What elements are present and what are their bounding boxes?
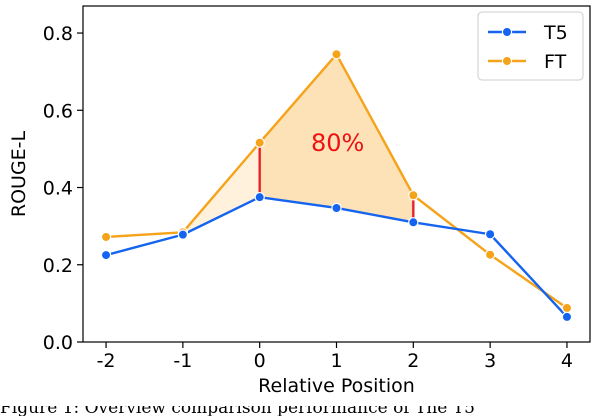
data-point-core-ft <box>257 140 263 146</box>
data-point-t5 <box>100 249 112 261</box>
annotation-label: 80% <box>311 129 364 157</box>
data-point-core-t5 <box>257 194 263 200</box>
shaded-area-layer <box>182 54 414 235</box>
data-point-t5 <box>331 202 342 214</box>
y-tick-label: 0.0 <box>43 332 73 354</box>
y-axis: 0.0 0.2 0.4 0.6 0.8 <box>43 23 83 354</box>
data-point-t5 <box>484 229 496 240</box>
x-axis-title: Relative Position <box>258 375 415 397</box>
data-point-core-t5 <box>487 231 493 237</box>
y-tick-label: 0.4 <box>43 178 73 200</box>
figure-caption: Figure 1: Overview comparison performanc… <box>0 406 475 416</box>
data-point-t5 <box>408 217 419 228</box>
data-point-core-ft <box>410 192 416 198</box>
legend-label-ft: FT <box>544 51 567 73</box>
data-point-t5 <box>254 191 265 203</box>
y-tick-label: 0.2 <box>43 255 73 277</box>
data-point-ft <box>484 249 496 260</box>
y-axis-title: ROUGE-L <box>8 130 30 217</box>
data-point-core-t5 <box>564 314 570 320</box>
x-tick-label: 0 <box>254 350 266 372</box>
data-point-ft <box>100 231 112 243</box>
data-point-t5 <box>177 229 189 240</box>
x-tick-label: -1 <box>173 350 192 372</box>
legend-marker-ft <box>501 55 513 67</box>
series-line-t5 <box>105 195 568 318</box>
caption-strip: Figure 1: Overview comparison performanc… <box>0 406 602 416</box>
legend: T5 FT <box>477 11 584 81</box>
data-point-core-ft <box>103 234 109 240</box>
x-tick-label: 2 <box>407 350 419 372</box>
x-tick-label: 3 <box>484 350 496 372</box>
data-point-t5 <box>561 311 573 323</box>
data-point-ft <box>254 137 265 148</box>
shaded-gain-region <box>259 54 414 223</box>
data-point-core-t5 <box>410 219 416 225</box>
data-point-ft <box>331 49 342 60</box>
data-point-ft <box>561 302 573 314</box>
data-point-core-t5 <box>103 252 109 258</box>
legend-marker-t5 <box>501 26 513 38</box>
data-point-core-t5 <box>180 232 186 238</box>
legend-label-t5: T5 <box>543 22 568 44</box>
data-point-core-ft <box>334 51 339 57</box>
x-tick-label: 1 <box>330 350 342 372</box>
data-point-core-ft <box>564 305 570 311</box>
x-tick-label: -2 <box>97 350 116 372</box>
x-axis: -2 -1 0 1 2 3 4 <box>97 342 573 372</box>
series-point-layer <box>100 49 573 323</box>
data-point-ft <box>408 190 419 201</box>
data-point-core-t5 <box>334 205 339 211</box>
y-tick-label: 0.6 <box>43 100 73 122</box>
y-tick-label: 0.8 <box>43 23 73 45</box>
x-tick-label: 4 <box>561 350 573 372</box>
data-point-core-ft <box>487 252 493 258</box>
